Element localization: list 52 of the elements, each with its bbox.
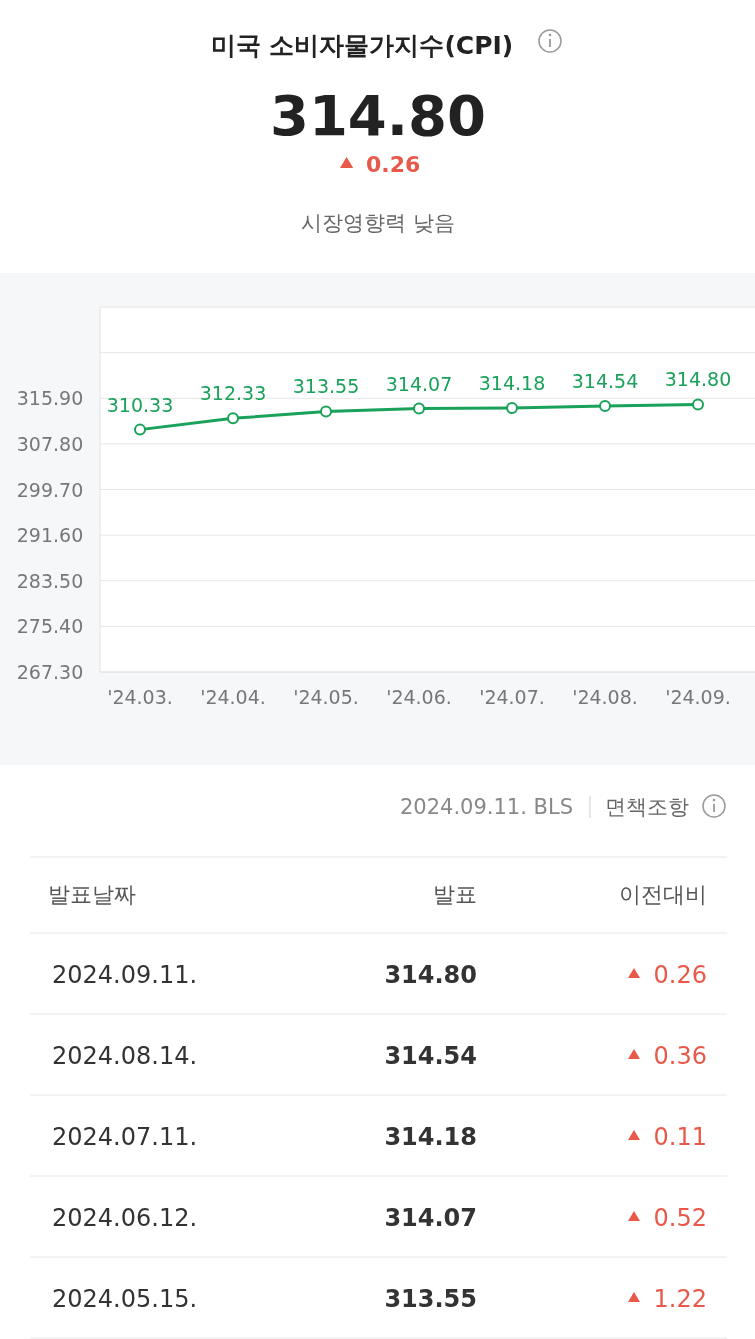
text: 2024.09.11. BLS [399, 795, 573, 819]
x-tick-label: '24.08. [572, 686, 638, 708]
point [692, 398, 704, 411]
point [227, 412, 239, 425]
y-tick-label: 307.80 [16, 432, 84, 455]
text: 0.26 [366, 152, 421, 177]
text: 면책조항 [605, 795, 689, 819]
chart-title: 미국 소비자물가지수(CPI) [210, 31, 514, 60]
text: 314.18 [384, 1123, 477, 1151]
point [320, 405, 332, 418]
point [413, 402, 425, 415]
text: 발표날짜 [48, 882, 136, 907]
text: 0.36 [653, 1042, 707, 1070]
text: 2024.06.12. [52, 1204, 198, 1232]
text: 314.80 [384, 961, 477, 989]
text: 발표 [433, 882, 477, 907]
text: 시장영향력 낮음 [301, 211, 455, 235]
data-label: 314.54 [571, 369, 639, 392]
point [134, 423, 146, 436]
data-label: 314.07 [385, 372, 453, 395]
y-tick-label: 299.70 [16, 478, 84, 501]
y-tick-label: 275.40 [16, 615, 84, 638]
text: 0.11 [653, 1123, 707, 1151]
x-tick-label: '24.07. [479, 686, 545, 708]
data-label: 314.18 [478, 371, 546, 394]
text: 314.07 [384, 1204, 477, 1232]
text: 0.52 [653, 1204, 707, 1232]
text: 이전대비 [619, 882, 707, 907]
point [506, 401, 518, 414]
x-tick-label: '24.04. [200, 686, 266, 708]
x-tick-label: '24.09. [665, 686, 731, 708]
y-tick-label: 291.60 [16, 524, 84, 547]
text: 1.22 [653, 1285, 707, 1313]
text: 2024.07.11. [52, 1123, 198, 1151]
text: 314.54 [384, 1042, 477, 1070]
data-label: 313.55 [292, 375, 360, 398]
x-tick-label: '24.03. [107, 686, 173, 708]
text: 314.80 [269, 83, 487, 148]
y-tick-label: 267.30 [16, 661, 84, 683]
y-tick-label: 315.90 [16, 387, 84, 410]
y-tick-label: 283.50 [16, 569, 84, 592]
x-tick-label: '24.06. [386, 686, 452, 708]
x-tick-label: '24.05. [293, 686, 359, 708]
data-label: 312.33 [199, 382, 267, 405]
text: 2024.09.11. [52, 961, 198, 989]
data-label: 310.33 [106, 393, 174, 416]
text: 2024.08.14. [52, 1042, 198, 1070]
point [599, 399, 611, 412]
text: 2024.05.15. [52, 1285, 198, 1313]
text: 0.26 [653, 961, 707, 989]
text: 313.55 [384, 1285, 477, 1313]
data-label: 314.80 [664, 368, 732, 391]
